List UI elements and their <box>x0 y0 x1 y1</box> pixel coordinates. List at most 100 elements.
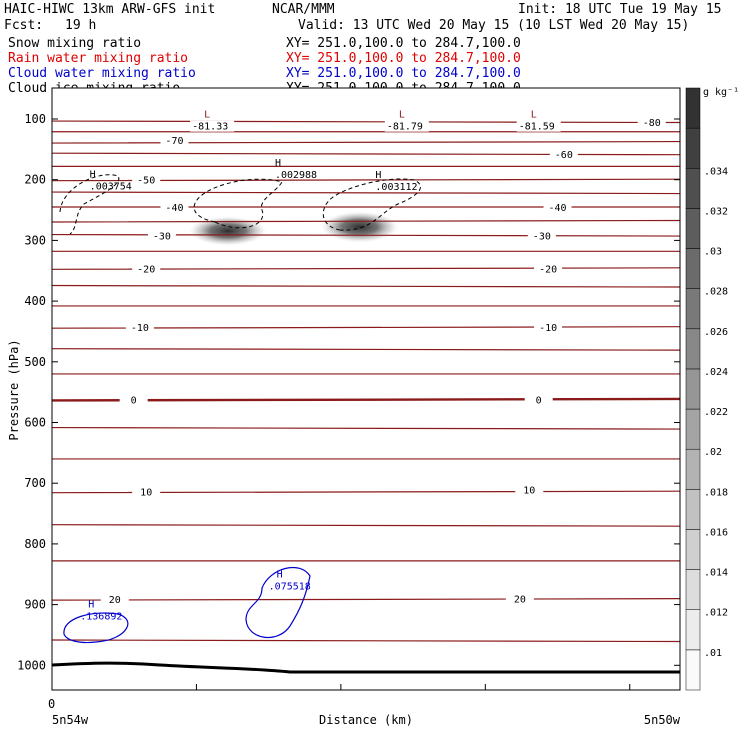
isotherm-label: -40 <box>549 203 567 214</box>
cloud-water-max-marker: H <box>277 570 283 581</box>
y-tick-label: 300 <box>24 233 46 247</box>
field-xy-rain: XY= 251.0,100.0 to 284.7,100.0 <box>286 51 521 66</box>
isotherm-label: -30 <box>533 232 551 243</box>
colorbar-label: .022 <box>704 407 728 418</box>
low-value: -81.33 <box>192 122 228 133</box>
colorbar-label: .02 <box>704 447 722 458</box>
isotherm-label-bg <box>527 229 556 242</box>
x-start-label: 5n54w <box>52 713 89 727</box>
colorbar-segment <box>685 569 701 610</box>
y-tick-label: 200 <box>24 173 46 187</box>
isotherm-line <box>51 639 681 643</box>
isotherm-label: -10 <box>539 323 557 334</box>
center-title: NCAR/MMM <box>272 2 335 17</box>
y-tick-label: 900 <box>24 598 46 612</box>
colorbar-segment <box>685 288 701 330</box>
isotherm-label-bg <box>534 262 563 275</box>
valid-time: Valid: 13 UTC Wed 20 May 15 (10 LST Wed … <box>298 18 689 33</box>
low-value: -81.59 <box>519 122 555 133</box>
isotherm-label-bg <box>132 485 161 498</box>
isotherm-label: -70 <box>165 136 183 147</box>
y-tick-label: 700 <box>24 476 46 490</box>
isotherm-label-bg <box>505 592 534 605</box>
isotherm-label-bg <box>515 483 544 496</box>
field-name-cloud-water: Cloud water mixing ratio <box>8 66 196 81</box>
isotherm-line <box>51 598 681 601</box>
colorbar-segment <box>685 609 701 651</box>
isotherm-line <box>51 191 681 195</box>
y-tick-label: 1000 <box>17 658 46 672</box>
field-xy-snow: XY= 251.0,100.0 to 284.7,100.0 <box>286 36 521 51</box>
snow-contours <box>59 174 421 235</box>
y-tick-label: 600 <box>24 416 46 430</box>
low-marker: L <box>204 110 210 121</box>
colorbar-label: .012 <box>704 608 728 619</box>
low-marker: L <box>399 110 405 121</box>
init-time: Init: 18 UTC Tue 19 May 15 <box>518 2 722 17</box>
colorbar-label: .014 <box>704 568 728 579</box>
snow-contour-1 <box>193 178 283 229</box>
isotherm-label-bg <box>524 393 553 406</box>
forecast-hour: 19 h <box>65 18 96 33</box>
low-value-bg <box>190 120 235 132</box>
colorbar-segment <box>685 87 701 129</box>
x-origin-label: 0 <box>48 697 55 711</box>
cloud-water-contours <box>63 566 311 644</box>
x-axis-ticks <box>195 684 631 690</box>
isotherm-label-bg <box>100 593 129 606</box>
isotherm-label-bg <box>160 201 189 214</box>
isotherm-label: -10 <box>131 323 149 334</box>
isotherm-label: 10 <box>140 488 152 499</box>
colorbar-segment <box>685 448 701 490</box>
isotherm-label-bg <box>119 393 148 406</box>
isotherm-label-bg <box>132 262 161 275</box>
isotherm-label: -80 <box>643 118 661 129</box>
y-tick-label: 400 <box>24 294 46 308</box>
isotherm-label: -60 <box>555 150 573 161</box>
colorbar-label: .026 <box>704 327 728 338</box>
isotherm-label: -20 <box>539 264 557 275</box>
isotherm-label: -20 <box>137 264 155 275</box>
y-axis-title: Pressure (hPa) <box>7 339 21 440</box>
snow-max-value: .003754 <box>90 182 132 193</box>
y-tick-label: 100 <box>24 112 46 126</box>
colorbar-segment <box>685 328 701 370</box>
field-name-snow: Snow mixing ratio <box>8 36 141 51</box>
isotherm-line <box>51 219 681 223</box>
colorbar-label: .01 <box>704 648 722 659</box>
cloud-water-max-value: .136892 <box>80 611 122 622</box>
x-axis-title: Distance (km) <box>319 713 413 727</box>
isotherm-line <box>51 267 681 270</box>
colorbar-label: .03 <box>704 247 722 258</box>
isotherm-label: -50 <box>137 176 155 187</box>
colorbar-segment <box>685 489 701 530</box>
colorbar-unit: g kg⁻¹ <box>703 87 739 98</box>
cloud-water-contour-1 <box>245 566 311 639</box>
y-tick-label: 500 <box>24 355 46 369</box>
isotherm-label: -40 <box>165 203 183 214</box>
isotherm-label: 0 <box>536 395 542 406</box>
plot-background <box>52 88 680 690</box>
snow-max-marker: H <box>375 170 381 181</box>
isotherm-label: 20 <box>109 595 121 606</box>
isotherm-label-bg <box>147 229 176 242</box>
isotherm-line <box>51 140 681 144</box>
isotherm-line <box>51 490 681 494</box>
isotherm-line <box>51 233 681 237</box>
colorbar-segment <box>685 208 701 249</box>
isotherm-label: 10 <box>523 485 535 496</box>
field-xy-cloud-water: XY= 251.0,100.0 to 284.7,100.0 <box>286 66 521 81</box>
colorbar-segment <box>685 408 701 450</box>
isotherm-label-bg <box>637 116 666 129</box>
snow-contour-0 <box>59 174 120 235</box>
isotherm-line <box>51 426 681 430</box>
isotherm-label-bg <box>549 148 578 161</box>
snow-max-value: .003112 <box>375 182 417 193</box>
field-legend: Snow mixing ratio XY= 251.0,100.0 to 284… <box>8 36 521 96</box>
y-tick-label: 800 <box>24 537 46 551</box>
isotherm-label-bg <box>160 134 189 147</box>
snow-shade-0 <box>187 216 268 246</box>
colorbar-segment <box>685 248 701 289</box>
